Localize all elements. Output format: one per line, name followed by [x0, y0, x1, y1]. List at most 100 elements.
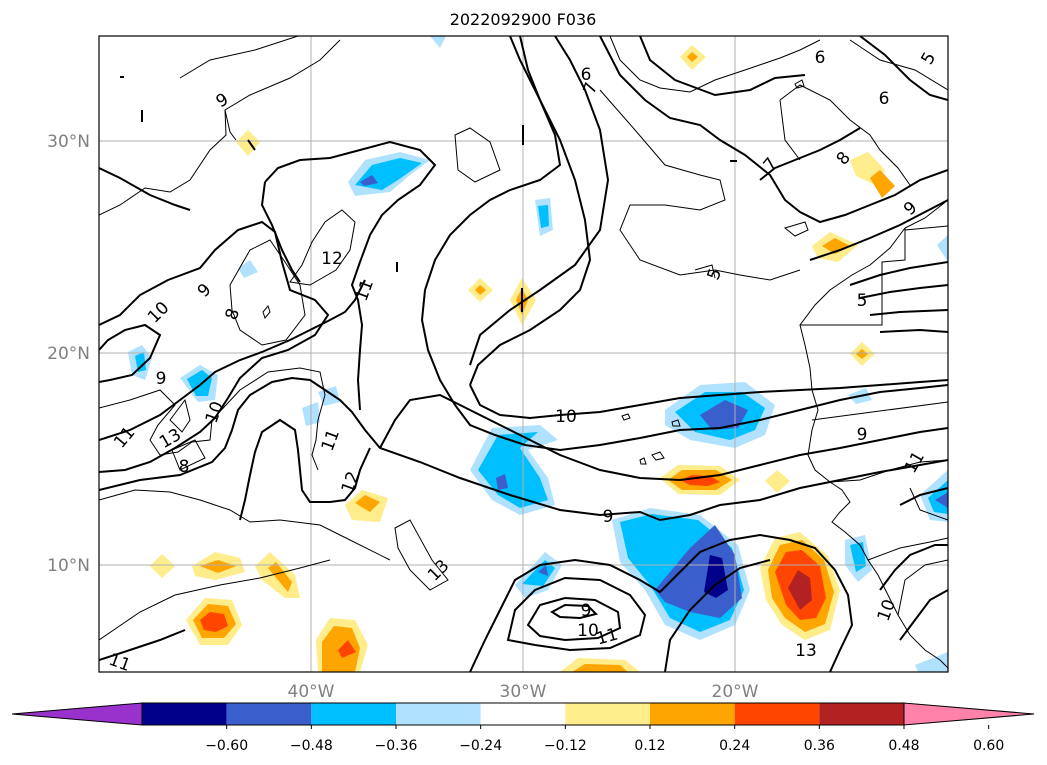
positive-region [788, 570, 812, 610]
colorbar-tick-label: 0.60 [973, 738, 1004, 754]
contour-line [779, 99, 801, 161]
contour-line [394, 519, 449, 591]
contour-line [859, 36, 948, 101]
contour-line [99, 559, 331, 641]
colorbar: −0.60 −0.48 −0.36 −0.24 −0.12 0.12 0.24 0.36 0.4… [11, 702, 1035, 754]
island [639, 457, 647, 465]
colorbar-extend-high [903, 702, 1035, 726]
colorbar-tick-label: −0.24 [459, 738, 502, 754]
colorbar-segment [650, 703, 735, 725]
contour-line [379, 393, 948, 482]
contour-line [99, 323, 162, 383]
contour-label: 6 [581, 65, 592, 85]
negative-region [538, 565, 548, 576]
contour-line [469, 36, 592, 386]
lat-label: 30°N [47, 132, 90, 152]
contour-label: 12 [321, 249, 343, 269]
negative-region [496, 474, 508, 490]
map-frame [98, 35, 949, 673]
lat-label: 10°N [47, 556, 90, 576]
contour-line [247, 139, 256, 151]
contour-line [229, 239, 306, 346]
contour-line [289, 209, 356, 286]
contour-line [694, 264, 716, 279]
negative-region [935, 492, 948, 508]
colorbar-segment [311, 703, 396, 725]
colorbar-segment [396, 703, 481, 725]
colorbar-tick-label: −0.12 [544, 738, 587, 754]
contour-label: 9 [603, 507, 614, 527]
positive-region [572, 664, 628, 672]
border-line [811, 401, 948, 421]
contour-line [526, 596, 622, 642]
negative-region [135, 352, 146, 372]
colorbar-tick-label: −0.60 [205, 738, 248, 754]
island [651, 451, 665, 461]
negative-region [430, 36, 446, 48]
colorbar-segment [565, 703, 650, 725]
positive-region [150, 554, 175, 578]
lon-label: 30°W [500, 682, 547, 702]
positive-region [870, 170, 895, 198]
positive-region [338, 640, 356, 658]
contour-line [262, 304, 271, 320]
contour-line [260, 181, 301, 283]
contour-line [599, 89, 801, 281]
map-panel: 9 10 9 8 12 11 11 12 13 9 10 11 13 8 10 … [98, 35, 949, 676]
colorbar-segment [480, 703, 566, 725]
contour-line [179, 36, 299, 79]
contour-line [420, 289, 948, 452]
contour-line [879, 544, 948, 591]
contour-line [899, 589, 948, 641]
contour-line [469, 533, 854, 672]
border-line [867, 537, 948, 561]
contour-line [469, 36, 610, 366]
colorbar-segment [226, 703, 312, 725]
latitude-labels: 30°N 20°N 10°N [47, 132, 90, 576]
contour-line [99, 167, 191, 211]
island [671, 419, 681, 427]
contour-line [424, 36, 562, 291]
positive-region [822, 238, 850, 254]
negative-region [700, 400, 748, 430]
contour-label: 6 [815, 48, 826, 68]
figure-title: 2022092900 F036 [450, 10, 597, 29]
negative-region [937, 235, 948, 262]
contour-lines [99, 36, 948, 672]
negative-region [478, 432, 548, 508]
contour-line [454, 127, 501, 183]
contour-label: 10 [555, 407, 577, 427]
contour-line [99, 367, 326, 471]
contour-line [169, 398, 191, 433]
contour-label: 8 [179, 457, 190, 477]
colorbar-extend-low [11, 702, 143, 726]
lon-label: 40°W [288, 682, 335, 702]
contour-line [99, 279, 366, 441]
longitude-labels: 40°W 30°W 20°W [288, 682, 759, 702]
island [621, 413, 631, 421]
contour-label: 10 [577, 621, 599, 641]
colorbar-tick-label: −0.36 [375, 738, 418, 754]
contour-line [899, 487, 948, 506]
contour-line [264, 140, 437, 411]
positive-region [200, 612, 228, 632]
contour-line [869, 309, 948, 316]
island [794, 79, 805, 89]
colorbar-tick-label: 0.48 [888, 738, 919, 754]
contour-line [550, 603, 598, 620]
island [783, 221, 809, 237]
contour-line [879, 328, 948, 333]
contour-label: 6 [879, 89, 890, 109]
border-line [904, 225, 948, 231]
positive-region [765, 470, 790, 493]
positive-region [856, 349, 868, 359]
negative-region [360, 175, 378, 186]
contour-line [664, 559, 771, 672]
contour-line [779, 84, 911, 186]
africa-coastline [799, 199, 948, 669]
contour-line [171, 439, 206, 471]
contour-label: 13 [795, 641, 817, 661]
positive-region [268, 562, 292, 592]
contour-line [849, 261, 948, 286]
